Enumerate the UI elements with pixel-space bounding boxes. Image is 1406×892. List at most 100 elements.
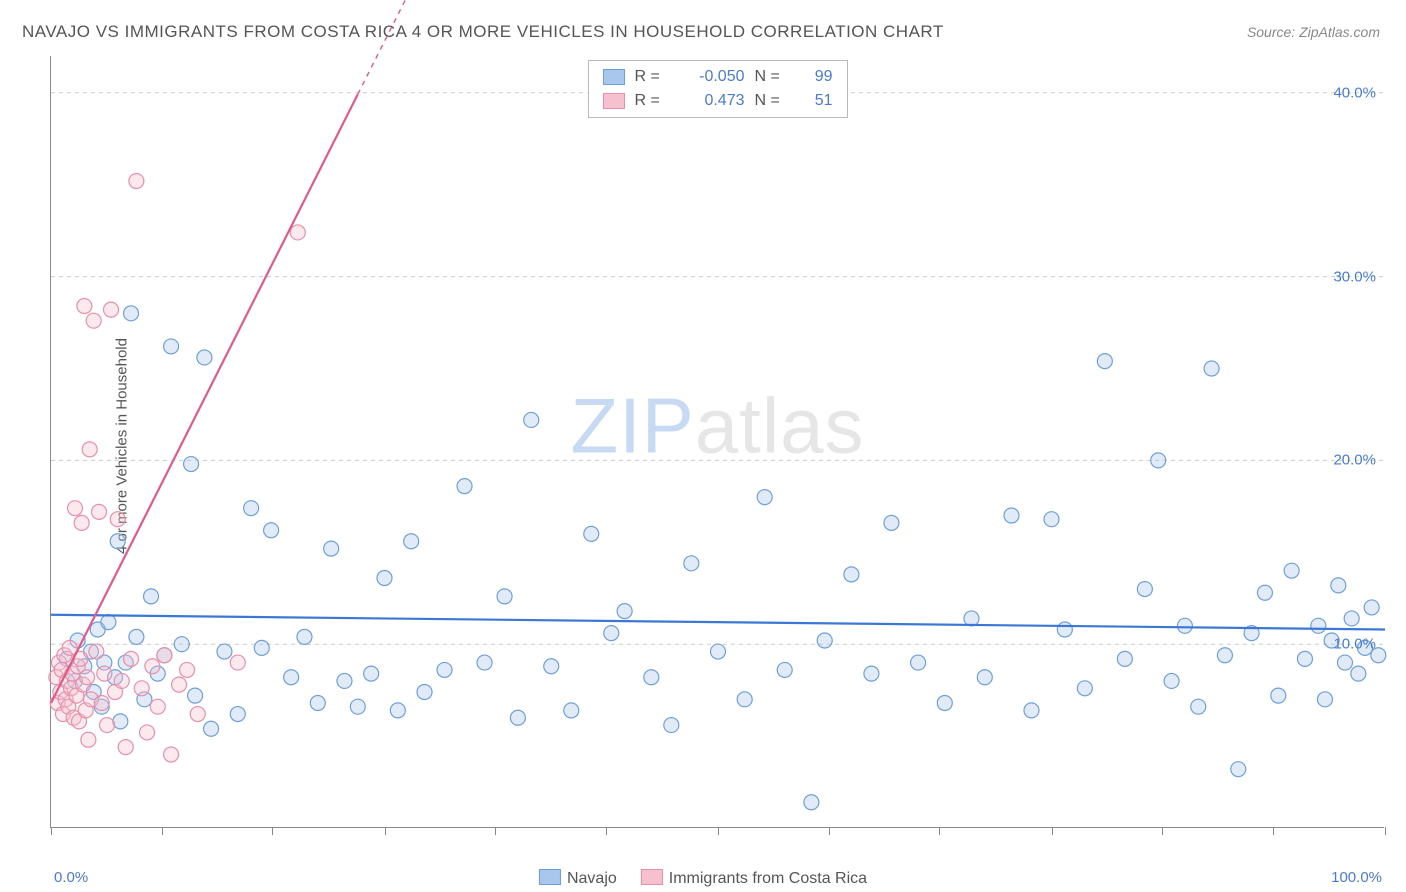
data-point (757, 490, 772, 505)
data-point (114, 673, 129, 688)
data-point (497, 589, 512, 604)
data-point (1364, 600, 1379, 615)
data-point (264, 523, 279, 538)
data-point (1257, 585, 1272, 600)
x-tick (51, 827, 52, 835)
data-point (97, 666, 112, 681)
legend-r-value-0: -0.050 (679, 65, 745, 89)
data-point (204, 721, 219, 736)
x-axis-min-label: 0.0% (54, 869, 88, 886)
data-point (244, 501, 259, 516)
data-point (977, 670, 992, 685)
data-point (80, 670, 95, 685)
data-point (190, 707, 205, 722)
data-point (1344, 611, 1359, 626)
data-point (457, 479, 472, 494)
data-point (604, 626, 619, 641)
chart-title: NAVAJO VS IMMIGRANTS FROM COSTA RICA 4 O… (22, 22, 944, 42)
data-point (1177, 618, 1192, 633)
data-point (664, 718, 679, 733)
legend-label-0: Navajo (567, 870, 617, 887)
x-tick (272, 827, 273, 835)
x-axis-max-label: 100.0% (1331, 869, 1382, 886)
data-point (350, 699, 365, 714)
data-point (129, 173, 144, 188)
data-point (684, 556, 699, 571)
data-point (1137, 582, 1152, 597)
data-point (1164, 673, 1179, 688)
data-point (145, 659, 160, 674)
data-point (584, 526, 599, 541)
data-point (81, 732, 96, 747)
data-point (100, 718, 115, 733)
legend-label-1: Immigrants from Costa Rica (669, 870, 867, 887)
data-point (364, 666, 379, 681)
data-point (510, 710, 525, 725)
data-point (110, 534, 125, 549)
data-point (129, 629, 144, 644)
legend-n-value-1: 51 (799, 89, 833, 113)
data-point (144, 589, 159, 604)
data-point (817, 633, 832, 648)
x-tick (1385, 827, 1386, 835)
data-point (110, 512, 125, 527)
data-point (89, 644, 104, 659)
trend-line (51, 94, 358, 703)
data-point (86, 313, 101, 328)
data-point (644, 670, 659, 685)
source-label: Source: (1247, 24, 1295, 40)
plot-svg (51, 56, 1384, 827)
data-point (77, 298, 92, 313)
series-legend: Navajo Immigrants from Costa Rica (539, 869, 867, 888)
data-point (337, 673, 352, 688)
data-point (884, 515, 899, 530)
data-point (124, 651, 139, 666)
data-point (188, 688, 203, 703)
data-point (180, 662, 195, 677)
correlation-legend: R = -0.050 N = 99 R = 0.473 N = 51 (588, 60, 848, 118)
data-point (134, 681, 149, 696)
data-point (417, 684, 432, 699)
x-tick (939, 827, 940, 835)
data-point (113, 714, 128, 729)
data-point (1331, 578, 1346, 593)
data-point (1271, 688, 1286, 703)
data-point (1297, 651, 1312, 666)
data-point (377, 571, 392, 586)
data-point (324, 541, 339, 556)
data-point (164, 339, 179, 354)
data-point (118, 740, 133, 755)
data-point (284, 670, 299, 685)
data-point (230, 655, 245, 670)
plot-area: ZIPatlas R = -0.050 N = 99 R = 0.473 N =… (50, 56, 1384, 828)
legend-row-costarica: R = 0.473 N = 51 (603, 89, 833, 113)
data-point (82, 442, 97, 457)
swatch-costarica (603, 93, 625, 109)
data-point (737, 692, 752, 707)
data-point (1191, 699, 1206, 714)
y-tick-label: 10.0% (1333, 636, 1376, 653)
data-point (911, 655, 926, 670)
source-attribution: Source: ZipAtlas.com (1247, 24, 1380, 40)
data-point (1024, 703, 1039, 718)
data-point (172, 677, 187, 692)
data-point (1044, 512, 1059, 527)
data-point (564, 703, 579, 718)
swatch-navajo-icon (539, 869, 561, 885)
data-point (1284, 563, 1299, 578)
legend-r-label: R = (635, 89, 669, 113)
y-tick-label: 40.0% (1333, 84, 1376, 101)
data-point (1097, 354, 1112, 369)
data-point (157, 648, 172, 663)
data-point (68, 501, 83, 516)
data-point (254, 640, 269, 655)
data-point (1217, 648, 1232, 663)
x-tick (829, 827, 830, 835)
legend-item-navajo: Navajo (539, 869, 617, 888)
data-point (74, 515, 89, 530)
source-link[interactable]: ZipAtlas.com (1299, 24, 1380, 40)
data-point (92, 504, 107, 519)
data-point (711, 644, 726, 659)
data-point (1231, 762, 1246, 777)
data-point (124, 306, 139, 321)
